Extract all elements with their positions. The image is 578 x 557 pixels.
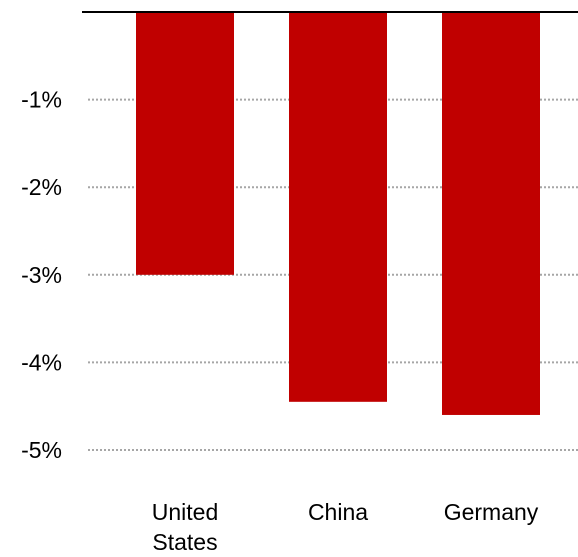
bar-china [289,12,387,402]
y-tick-label-2: -2% [21,174,62,200]
category-label-china: China [308,499,368,525]
y-axis-tick-labels: -1% -2% -3% -4% -5% [21,87,62,463]
y-tick-label-4: -4% [21,349,62,375]
y-tick-label-5: -5% [21,437,62,463]
bars [136,12,540,415]
bar-united-states [136,12,234,275]
y-tick-label-1: -1% [21,87,62,113]
y-tick-label-3: -3% [21,262,62,288]
category-label-germany: Germany [444,499,539,525]
x-axis-category-labels: United States China Germany [152,499,539,555]
category-label-united-states: United States [152,499,218,555]
bar-germany [442,12,540,415]
